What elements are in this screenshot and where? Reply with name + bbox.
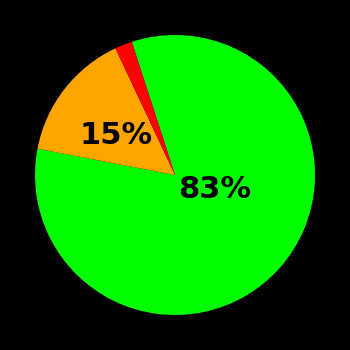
Wedge shape [37, 48, 175, 175]
Text: 83%: 83% [178, 175, 251, 203]
Wedge shape [35, 35, 315, 315]
Wedge shape [116, 42, 175, 175]
Text: 15%: 15% [80, 121, 153, 150]
